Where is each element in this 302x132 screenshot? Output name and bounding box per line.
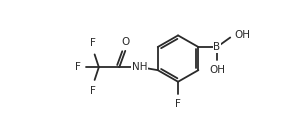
Text: OH: OH — [209, 65, 225, 75]
Text: F: F — [91, 38, 96, 48]
Text: B: B — [214, 42, 220, 52]
Text: F: F — [91, 86, 96, 96]
Text: F: F — [175, 99, 181, 109]
Text: O: O — [121, 37, 130, 47]
Text: NH: NH — [132, 62, 147, 72]
Text: F: F — [75, 62, 81, 72]
Text: OH: OH — [234, 30, 250, 40]
